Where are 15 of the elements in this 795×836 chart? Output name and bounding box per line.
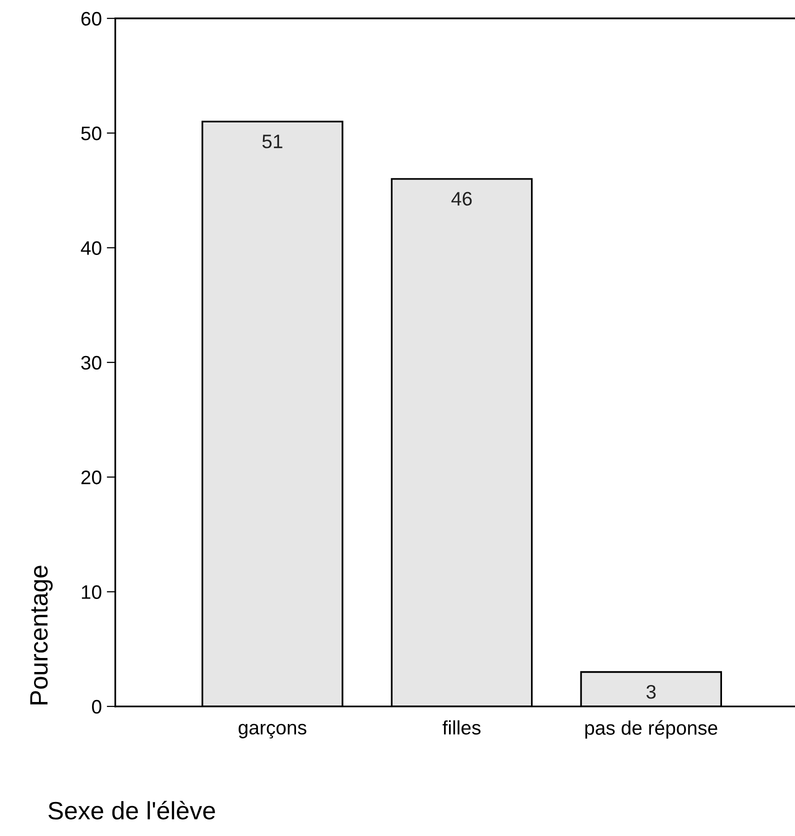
x-tick-label: garçons	[238, 724, 306, 738]
data-label: 46	[451, 192, 472, 206]
y-tick-label: 30	[81, 356, 102, 370]
data-label: 51	[262, 134, 282, 148]
y-tick-label: 60	[81, 12, 102, 26]
y-tick-label: 10	[82, 585, 102, 599]
y-tick-label: 20	[81, 470, 102, 484]
data-label: 3	[646, 684, 656, 699]
y-axis-title: Pourcentage	[30, 566, 53, 704]
y-tick-label: 40	[80, 241, 102, 255]
x-tick-label: pas de réponse	[585, 720, 718, 739]
y-tick-label: 50	[81, 126, 102, 140]
x-axis-title: Sexe de l'élève	[48, 800, 215, 820]
x-tick-label: filles	[442, 720, 481, 735]
y-tick-label: 0	[92, 700, 102, 714]
